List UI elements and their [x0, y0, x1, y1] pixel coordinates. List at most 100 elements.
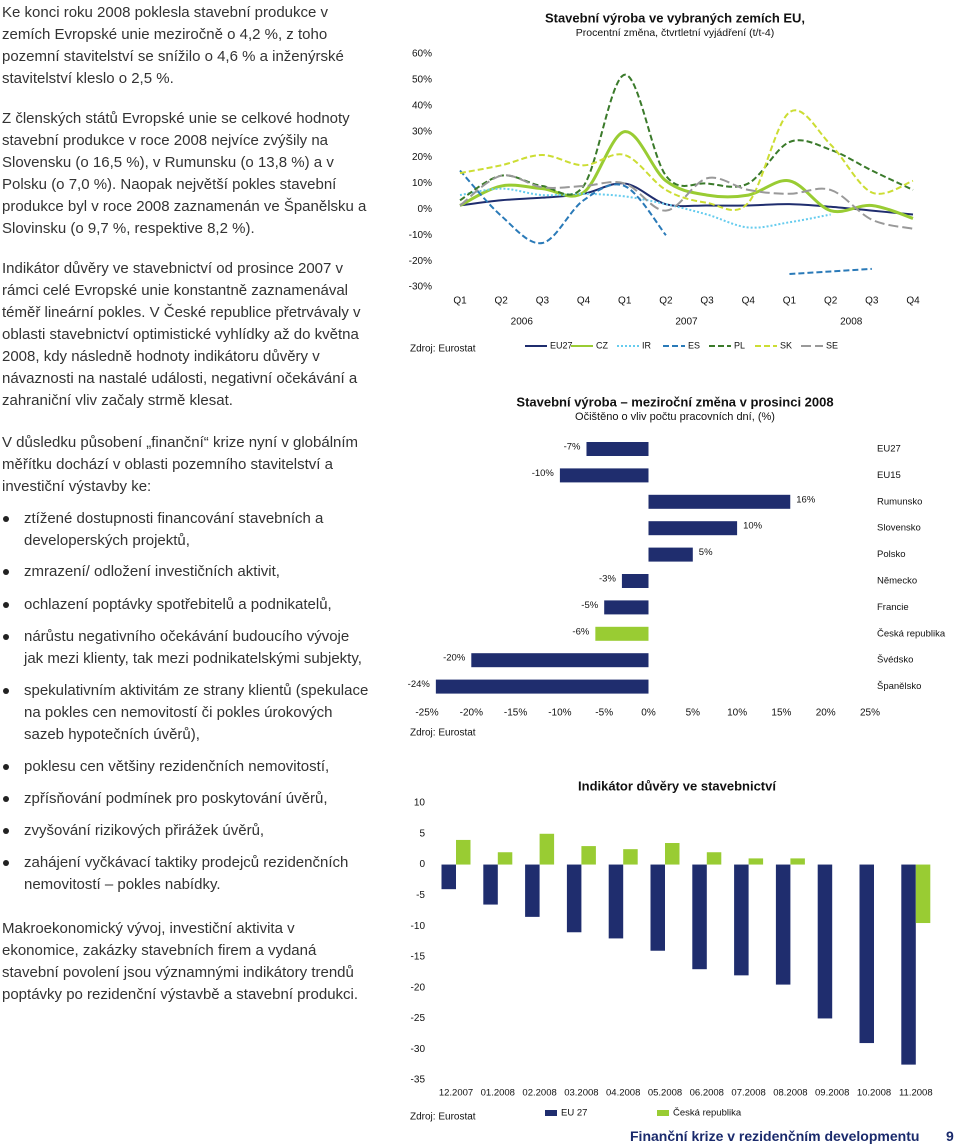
bar: [483, 864, 498, 905]
x-tick-label: 12.2007: [439, 1088, 473, 1099]
source-note: Zdroj: Eurostat: [410, 1112, 476, 1123]
x-tick-label: Q3: [865, 296, 879, 307]
x-tick-label: 20%: [816, 708, 836, 719]
y-tick-label: -10%: [409, 230, 432, 241]
x-tick-label: 5%: [686, 708, 701, 719]
legend-label: PL: [734, 340, 745, 350]
series-line: [459, 130, 914, 220]
x-tick-label: 09.2008: [815, 1088, 849, 1099]
paragraph: V důsledku působení „finanční“ krize nyn…: [2, 434, 359, 495]
legend-label: EU 27: [561, 1108, 587, 1119]
value-label: 10%: [743, 521, 763, 532]
paragraph: Makroekonomický vývoj, investiční aktivi…: [2, 920, 359, 1003]
x-tick-label: Q1: [783, 296, 797, 307]
bar: [621, 574, 649, 588]
bar: [471, 653, 649, 668]
bar: [648, 521, 738, 536]
series-line: [459, 174, 914, 230]
legend-swatch: [657, 1110, 669, 1116]
bar: [586, 442, 649, 456]
bullet-item: ochlazení poptávky spotřebitelů a podnik…: [3, 594, 369, 616]
bar: [525, 864, 540, 917]
x-tick-label: -10%: [548, 708, 571, 719]
legend-label: CZ: [596, 340, 608, 350]
bar: [706, 852, 722, 865]
bar: [775, 864, 791, 985]
bullet-item: ztížené dostupnosti financování stavební…: [3, 508, 369, 552]
bullet-item: zpřísňování podmínek pro poskytování úvě…: [3, 788, 369, 810]
value-label: -7%: [564, 442, 581, 453]
series-line: [459, 169, 872, 276]
x-tick-label: Q1: [453, 296, 467, 307]
page-number: 9: [946, 1128, 954, 1144]
chart-subtitle: Očištěno o vliv počtu pracovních dní, (%…: [575, 411, 775, 423]
y-tick-label: -10: [411, 921, 426, 932]
x-group-label: 2008: [840, 317, 863, 328]
y-tick-label: -35: [411, 1075, 426, 1086]
chart-title: Indikátor důvěry ve stavebnictví: [578, 778, 776, 793]
y-tick-label: 0%: [418, 204, 433, 215]
x-tick-label: -25%: [415, 708, 438, 719]
x-tick-label: -5%: [595, 708, 613, 719]
x-group-label: 2006: [511, 317, 534, 328]
series-line: [459, 109, 914, 212]
bar: [623, 849, 638, 865]
value-label: -6%: [572, 626, 589, 637]
legend-label: EU27: [550, 340, 573, 350]
x-tick-label: Q4: [906, 296, 920, 307]
series-line: [459, 182, 914, 216]
y-tick-label: 5: [419, 828, 425, 839]
x-tick-label: 07.2008: [731, 1088, 765, 1099]
series-line: [459, 73, 914, 202]
y-tick-label: -25: [411, 1013, 426, 1024]
paragraph: Indikátor důvěry ve stavebnictví od pros…: [2, 260, 361, 409]
y-tick-label: -30: [411, 1044, 426, 1055]
bar: [539, 833, 555, 865]
value-label: 16%: [796, 494, 816, 505]
y-tick-label: -30%: [409, 282, 432, 293]
source-note: Zdroj: Eurostat: [410, 728, 476, 739]
bar: [790, 858, 805, 865]
bullet-item: spekulativním aktivitám ze strany klient…: [3, 680, 369, 746]
bar: [435, 679, 649, 694]
bar: [608, 864, 624, 939]
bar: [441, 864, 456, 890]
value-label: -24%: [408, 679, 431, 690]
category-label: Rumunsko: [877, 496, 922, 507]
bar: [692, 864, 707, 970]
bar: [859, 864, 874, 1044]
x-tick-label: 15%: [771, 708, 791, 719]
x-tick-label: Q4: [577, 296, 591, 307]
x-tick-label: 04.2008: [606, 1088, 640, 1099]
x-group-label: 2007: [675, 317, 698, 328]
bullet-item: zahájení vyčkávací taktiky prodejců rezi…: [3, 852, 369, 896]
y-tick-label: -15: [411, 952, 426, 963]
x-tick-label: Q1: [618, 296, 632, 307]
x-tick-label: Q2: [824, 296, 838, 307]
y-tick-label: 40%: [412, 100, 432, 111]
y-tick-label: -20%: [409, 256, 432, 267]
y-tick-label: 10%: [412, 178, 432, 189]
category-label: EU15: [877, 470, 901, 481]
legend-label: ES: [688, 340, 700, 350]
bar: [665, 843, 680, 865]
category-label: Španělsko: [877, 681, 921, 692]
x-tick-label: 08.2008: [773, 1088, 807, 1099]
category-label: Česká republika: [877, 628, 946, 639]
y-tick-label: -5: [416, 890, 425, 901]
value-label: 5%: [699, 547, 713, 558]
x-tick-label: 10.2008: [857, 1088, 891, 1099]
legend-label: SE: [826, 340, 838, 350]
x-tick-label: 10%: [727, 708, 747, 719]
series-line: [459, 187, 831, 229]
y-tick-label: 60%: [412, 49, 432, 60]
y-tick-label: 20%: [412, 152, 432, 163]
bar: [604, 600, 649, 615]
x-tick-label: 03.2008: [564, 1088, 598, 1099]
x-tick-label: 05.2008: [648, 1088, 682, 1099]
x-tick-label: 25%: [860, 708, 880, 719]
category-label: Slovensko: [877, 523, 921, 534]
bullet-item: zmrazení/ odložení investičních aktivit,: [3, 561, 369, 583]
